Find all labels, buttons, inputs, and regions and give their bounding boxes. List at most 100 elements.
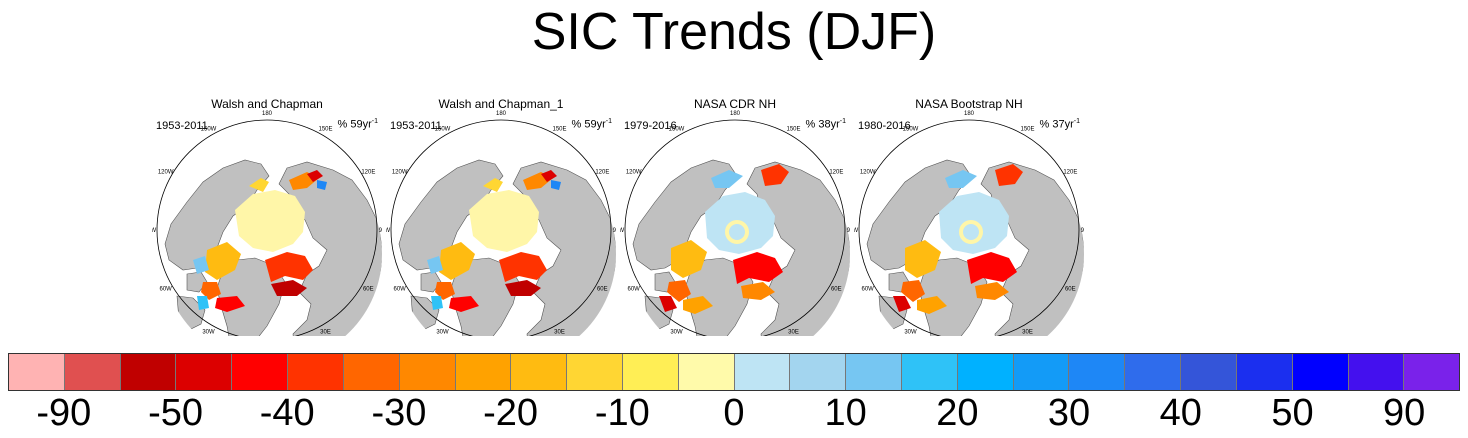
longitude-label: 60E (831, 287, 842, 293)
longitude-label: 30E (1022, 329, 1033, 335)
trend-field (733, 252, 783, 284)
trend-field-central-arctic (235, 190, 305, 252)
longitude-label: 30W (436, 329, 449, 335)
trend-field (995, 164, 1023, 186)
colorbar-box (1013, 354, 1070, 390)
panel-title: Walsh and Chapman_1 (438, 97, 564, 111)
longitude-label: 30E (320, 329, 331, 335)
trend-field (431, 296, 443, 310)
colorbar-labels: -90 -50 -40 -30 -20 -10 0 10 20 30 40 50 90 (0, 390, 1468, 438)
map-border (858, 119, 1080, 336)
colorbar-box (455, 354, 512, 390)
trend-field-central-arctic (469, 190, 539, 252)
longitude-label: 60W (862, 287, 875, 293)
trend-field (483, 178, 503, 192)
colorbar-box (232, 354, 289, 390)
colorbar-label: 0 (723, 392, 745, 434)
trend-field (945, 170, 977, 188)
longitude-label: 120W (392, 170, 408, 176)
colorbar-box (1069, 354, 1126, 390)
land-mass (746, 161, 850, 336)
colorbar-label: 40 (1159, 392, 1202, 434)
trend-field (449, 296, 479, 312)
trend-field (659, 296, 677, 312)
units-text: % 38yr (805, 118, 840, 131)
longitude-label: 180 (730, 111, 741, 117)
panel-period: 1953-2011 (156, 120, 208, 132)
longitude-label: 180 (496, 111, 507, 117)
panel-period: 1979-2016 (624, 120, 677, 132)
longitude-label: 60W (394, 287, 407, 293)
trend-field (967, 252, 1017, 284)
colorbar-label: -50 (148, 392, 203, 434)
trend-field (683, 296, 713, 314)
trend-field (741, 282, 775, 300)
land-mass (278, 161, 382, 336)
trend-field (901, 280, 925, 302)
colorbar-box (120, 354, 177, 390)
trend-field (265, 252, 313, 282)
longitude-label: 120E (1063, 170, 1077, 176)
map-border (156, 119, 378, 336)
colorbar-label: 30 (1047, 392, 1091, 434)
trend-field (193, 256, 209, 274)
colorbar-box (957, 354, 1014, 390)
trend-field (917, 296, 947, 314)
map-panel: 180150E120E90E60E30E030W60W90W120W150WWa… (386, 96, 616, 336)
longitude-label: 120W (626, 170, 642, 176)
colorbar-label: -90 (36, 392, 92, 434)
longitude-label: 60E (597, 287, 608, 293)
longitude-label: 150W (669, 127, 685, 133)
longitude-label: 90E (1081, 228, 1084, 234)
trend-field (975, 282, 1009, 300)
longitude-label: 90W (854, 228, 859, 234)
units-exponent: -1 (839, 118, 846, 125)
longitude-label: 90W (620, 228, 625, 234)
panel-units: % 59yr-1 (338, 118, 378, 131)
colorbar-box (1181, 354, 1237, 390)
longitude-label: 90W (152, 228, 157, 234)
colorbar-label: 10 (824, 392, 867, 434)
colorbar-box (288, 354, 344, 390)
colorbar-box (846, 354, 902, 390)
trend-field (671, 240, 707, 278)
longitude-label: 150W (435, 127, 451, 133)
colorbar-box (902, 354, 958, 390)
units-text: % 37yr (1039, 118, 1074, 131)
trend-field (439, 242, 475, 280)
units-text: % 59yr (571, 118, 606, 131)
longitude-label: 120E (595, 170, 609, 176)
polar-map: 180150E120E90E60E30E030W60W90W120W150W (620, 111, 850, 336)
panel-title: Walsh and Chapman (211, 97, 323, 111)
colorbar-box (1348, 354, 1405, 390)
trend-field (551, 180, 561, 190)
map-panel: 180150E120E90E60E30E030W60W90W120W150WWa… (152, 96, 382, 336)
colorbar-box (622, 354, 679, 390)
longitude-label: 120E (829, 170, 843, 176)
trend-field (499, 252, 547, 282)
longitude-label: 150W (903, 127, 919, 133)
polar-map: 180150E120E90E60E30E030W60W90W120W150W (854, 111, 1084, 336)
longitude-label: 90E (847, 228, 850, 234)
map-panel: 180150E120E90E60E30E030W60W90W120W150WNA… (620, 96, 850, 336)
figure-title: SIC Trends (DJF) (531, 3, 937, 61)
longitude-label: 30E (788, 329, 799, 335)
trend-field (761, 164, 789, 186)
land-mass (512, 161, 616, 336)
colorbar-box (1292, 354, 1349, 390)
polar-map: 180150E120E90E60E30E030W60W90W120W150W (386, 111, 616, 336)
longitude-label: 90W (386, 228, 391, 234)
longitude-label: 90E (613, 228, 616, 234)
colorbar (8, 353, 1460, 391)
land-mass (866, 159, 972, 271)
units-exponent: -1 (605, 118, 612, 125)
longitude-label: 90E (379, 228, 382, 234)
colorbar-label: 20 (936, 392, 979, 434)
longitude-label: 120W (860, 170, 876, 176)
longitude-label: 120W (158, 170, 174, 176)
colorbar-label: 50 (1271, 392, 1314, 434)
longitude-label: 150E (318, 127, 332, 133)
land-mass (164, 159, 270, 271)
colorbar-box (176, 354, 233, 390)
panel-units: % 59yr-1 (572, 118, 612, 131)
